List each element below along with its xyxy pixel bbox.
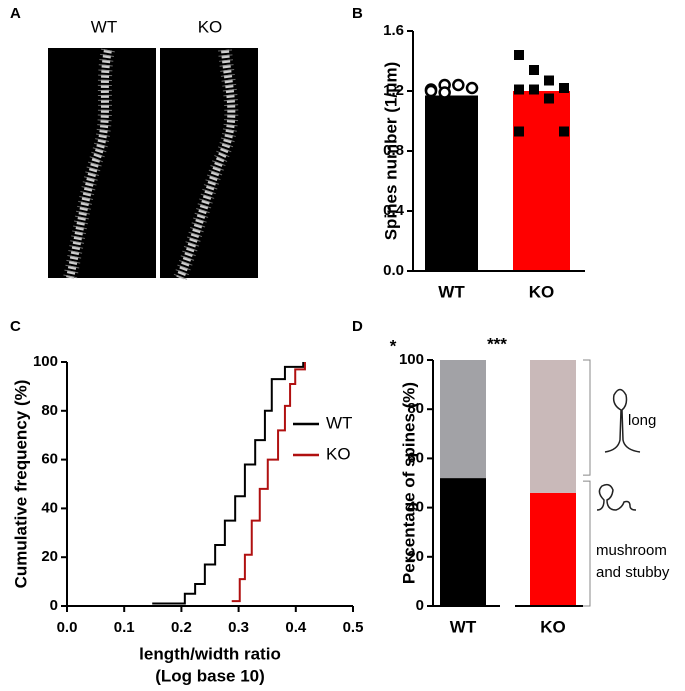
data-point	[559, 83, 569, 93]
cdf-line	[231, 362, 306, 603]
y-tick-label: 80	[41, 402, 58, 419]
y-axis-label: Cumulative frequency (%)	[11, 380, 30, 589]
micrographs	[48, 48, 258, 281]
x-axis-label: length/width ratio	[139, 644, 281, 663]
y-tick-label: 20	[407, 548, 424, 565]
series-label: long	[628, 412, 656, 429]
x-tick-label: 0.1	[114, 619, 135, 636]
bar-segment	[530, 492, 576, 606]
y-tick-label: 100	[399, 351, 424, 368]
x-tick-label: WT	[450, 617, 477, 636]
data-point	[438, 86, 451, 99]
y-tick-label: 0	[416, 597, 424, 614]
y-tick-label: 40	[41, 499, 58, 516]
data-point	[529, 84, 539, 95]
panel-letter: B	[352, 5, 363, 22]
cdf-line	[152, 362, 305, 605]
data-point	[529, 65, 539, 75]
x-tick-label: WT	[438, 282, 465, 301]
image-label: WT	[91, 17, 117, 36]
y-tick-label: 1.2	[383, 82, 404, 99]
y-tick-label: 60	[41, 451, 58, 468]
bar-segment	[530, 360, 576, 493]
data-point	[424, 84, 438, 98]
y-tick-label: 0.8	[383, 142, 404, 159]
annotation: ***	[487, 334, 507, 353]
legend-label: WT	[326, 413, 352, 432]
y-tick-label: 0	[50, 597, 58, 614]
annotation: *	[390, 336, 397, 355]
bar-segment	[440, 360, 486, 479]
data-point	[544, 93, 554, 104]
data-point	[514, 126, 524, 137]
bar	[513, 91, 570, 271]
y-axis-label: Percentage of spines (%)	[399, 382, 418, 584]
data-point	[452, 78, 465, 92]
x-tick-label: KO	[529, 282, 555, 301]
panel-letter: A	[10, 5, 21, 22]
y-tick-label: 60	[407, 449, 424, 466]
y-tick-label: 1.6	[383, 22, 404, 39]
bar-segment	[440, 478, 486, 606]
x-tick-label: 0.4	[285, 619, 307, 636]
image-label: KO	[198, 17, 223, 36]
y-tick-label: 80	[407, 400, 424, 417]
series-label: mushroom and stubby	[596, 542, 670, 581]
panel-letter: D	[352, 318, 363, 335]
data-point	[514, 50, 524, 60]
x-tick-label: 0.2	[171, 619, 192, 636]
y-tick-label: 100	[33, 353, 58, 370]
data-point	[465, 81, 479, 95]
y-tick-label: 0.4	[383, 202, 405, 219]
bracket	[583, 359, 591, 607]
bar	[425, 95, 478, 271]
data-point	[514, 84, 524, 95]
y-axis-label: Spines number (1/μm)	[381, 62, 400, 241]
long-spine-icon	[604, 388, 641, 453]
y-tick-label: 40	[407, 499, 424, 516]
x-tick-label: KO	[540, 617, 566, 636]
legend-label: KO	[326, 444, 351, 463]
x-axis-label: (Log base 10)	[155, 666, 265, 685]
x-tick-label: 0.0	[57, 619, 78, 636]
x-tick-label: 0.3	[228, 619, 249, 636]
data-point	[559, 126, 569, 137]
y-tick-label: 20	[41, 548, 58, 565]
mushroom-icon	[596, 483, 637, 511]
series-label-box: mushroom and stubby	[596, 542, 670, 581]
y-tick-label: 0.0	[383, 262, 404, 279]
data-point	[544, 75, 554, 86]
panel-letter: C	[10, 318, 21, 335]
x-tick-label: 0.5	[343, 619, 364, 636]
